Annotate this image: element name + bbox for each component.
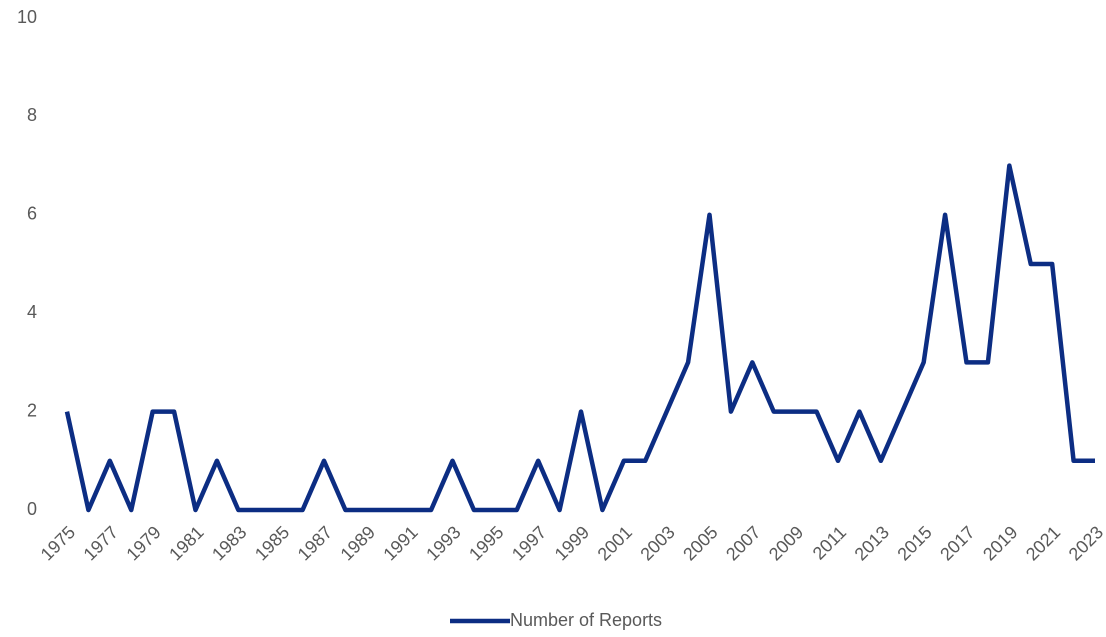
legend-label: Number of Reports (510, 610, 662, 630)
x-tick-label: 1995 (465, 522, 507, 564)
x-tick-label: 1987 (294, 522, 336, 564)
x-tick-label: 1977 (80, 522, 122, 564)
data-line (64, 163, 1095, 513)
x-tick-label: 2005 (679, 522, 721, 564)
y-tick-label: 8 (27, 105, 37, 125)
x-tick-label: 1997 (508, 522, 550, 564)
x-tick-label: 2009 (765, 522, 807, 564)
x-tick-label: 1991 (379, 522, 421, 564)
x-tick-label: 1981 (165, 522, 207, 564)
x-tick-label: 2011 (809, 522, 851, 564)
x-tick-label: 1983 (208, 522, 250, 564)
x-tick-label: 2021 (1022, 522, 1064, 564)
y-tick-label: 0 (27, 499, 37, 519)
x-tick-label: 1989 (337, 522, 379, 564)
y-tick-label: 6 (27, 204, 37, 224)
x-tick-label: 2007 (722, 522, 764, 564)
y-tick-label: 10 (17, 7, 37, 27)
x-tick-label: 2001 (594, 522, 636, 564)
x-tick-label: 2015 (893, 522, 935, 564)
x-tick-label: 1985 (251, 522, 293, 564)
x-tick-label: 2019 (979, 522, 1021, 564)
x-tick-label: 2013 (851, 522, 893, 564)
y-tick-label: 2 (27, 400, 37, 420)
x-tick-label: 2003 (636, 522, 678, 564)
y-tick-label: 4 (27, 302, 37, 322)
x-tick-label: 1979 (122, 522, 164, 564)
x-tick-label: 2023 (1065, 522, 1106, 564)
x-tick-label: 2017 (936, 522, 978, 564)
x-tick-label: 1999 (551, 522, 593, 564)
x-tick-label: 1993 (422, 522, 464, 564)
x-tick-label: 1975 (37, 522, 79, 564)
